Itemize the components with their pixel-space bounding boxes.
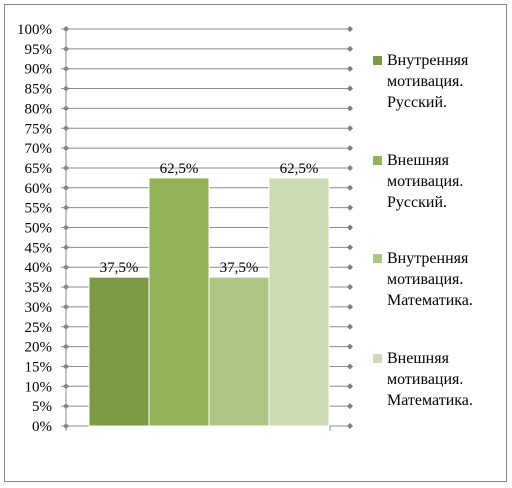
gridline-marker — [347, 284, 353, 291]
legend-swatch — [373, 156, 382, 165]
gridline-marker — [347, 264, 353, 271]
data-label: 62,5% — [160, 161, 199, 177]
y-tick-label: 45% — [25, 240, 53, 256]
gridline-marker — [347, 164, 353, 171]
y-tick-label: 25% — [25, 320, 53, 336]
legend-label: мотивация. — [387, 73, 463, 90]
data-label: 37,5% — [100, 260, 139, 276]
y-tick-label: 70% — [25, 141, 53, 157]
y-tick-label: 50% — [25, 221, 53, 237]
gridline-marker — [347, 224, 353, 231]
legend-label: мотивация. — [387, 271, 463, 288]
y-tick-label: 90% — [25, 62, 53, 78]
y-tick-label: 65% — [25, 161, 53, 177]
gridline-marker — [347, 85, 353, 92]
gridline-marker — [347, 45, 353, 52]
gridline-marker — [347, 383, 353, 390]
y-tick-label: 40% — [25, 260, 53, 276]
gridline-marker — [347, 145, 353, 152]
y-tick-label: 55% — [25, 201, 53, 217]
bar — [268, 177, 330, 427]
gridline-marker — [347, 343, 353, 350]
legend-label: мотивация. — [387, 173, 463, 190]
bar — [88, 276, 150, 427]
y-tick-label: 60% — [25, 181, 53, 197]
legend-swatch — [373, 354, 382, 363]
gridline-marker — [347, 105, 353, 112]
y-tick-label: 75% — [25, 121, 53, 137]
gridline-marker — [347, 204, 353, 211]
y-tick-label: 5% — [32, 399, 52, 415]
legend-label: мотивация. — [387, 371, 463, 388]
gridline-marker — [347, 363, 353, 370]
legend-swatch — [373, 56, 382, 65]
bar — [148, 177, 210, 427]
legend-label: Внешняя — [387, 350, 450, 367]
y-tick-label: 10% — [25, 379, 53, 395]
legend-label: Внутренняя — [387, 250, 469, 267]
y-tick-label: 30% — [25, 300, 53, 316]
y-tick-label: 85% — [25, 82, 53, 98]
gridline-marker — [347, 125, 353, 132]
gridline-marker — [347, 184, 353, 191]
y-tick-label: 100% — [17, 22, 52, 38]
legend-label: Математика. — [387, 292, 473, 309]
legend-label: Русский. — [387, 94, 447, 111]
data-label: 62,5% — [280, 161, 319, 177]
y-tick-label: 20% — [25, 340, 53, 356]
legend-label: Внутренняя — [387, 52, 469, 69]
data-label: 37,5% — [220, 260, 259, 276]
y-tick-label: 15% — [25, 359, 53, 375]
gridline-marker — [347, 303, 353, 310]
gridline-marker — [347, 244, 353, 251]
gridline-marker — [347, 65, 353, 72]
gridline-marker — [347, 26, 353, 32]
gridline-marker — [347, 423, 353, 429]
y-tick-label: 0% — [32, 419, 52, 435]
bar — [208, 276, 270, 427]
legend-label: Математика. — [387, 392, 473, 409]
y-tick-label: 80% — [25, 101, 53, 117]
gridline-marker — [347, 403, 353, 410]
gridline-marker — [347, 323, 353, 330]
legend-label: Русский. — [387, 194, 447, 211]
y-tick-label: 35% — [25, 280, 53, 296]
legend-swatch — [373, 254, 382, 263]
legend-label: Внешняя — [387, 152, 450, 169]
y-tick-label: 95% — [25, 42, 53, 58]
